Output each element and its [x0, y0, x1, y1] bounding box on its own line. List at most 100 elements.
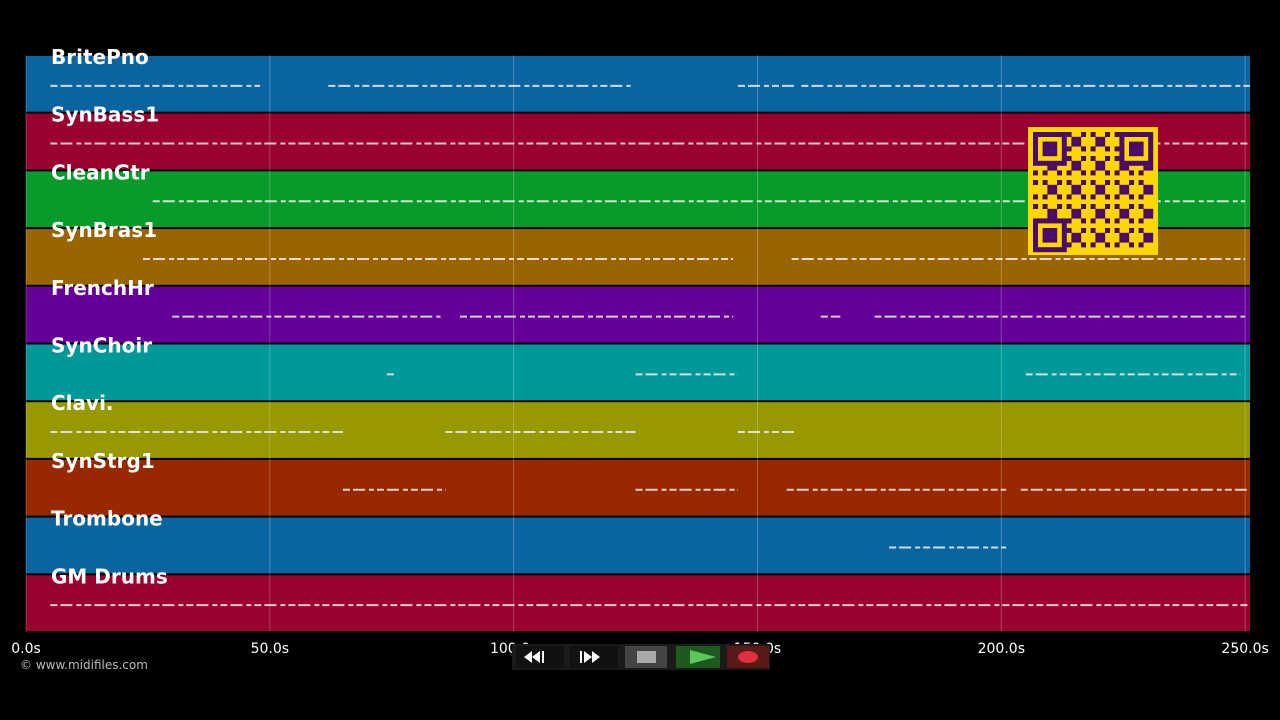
- qr-module: [1047, 218, 1053, 224]
- qr-module: [1119, 165, 1125, 171]
- qr-module: [1119, 141, 1125, 147]
- forward-icon: [580, 651, 600, 663]
- qr-module: [1119, 232, 1125, 238]
- qr-module: [1071, 160, 1077, 166]
- qr-module: [1129, 151, 1134, 157]
- qr-module: [1095, 189, 1101, 195]
- qr-module: [1129, 170, 1134, 176]
- qr-module: [1143, 160, 1149, 166]
- qr-module: [1138, 160, 1144, 166]
- forward-button[interactable]: [570, 646, 618, 668]
- qr-module: [1105, 180, 1110, 185]
- qr-module: [1042, 228, 1048, 233]
- qr-module: [1033, 151, 1038, 157]
- x-tick-label: 250.0s: [1221, 641, 1268, 657]
- qr-module: [1095, 208, 1101, 214]
- qr-module: [1105, 156, 1110, 161]
- qr-module: [1105, 228, 1110, 233]
- qr-module: [1033, 223, 1038, 229]
- qr-module: [1133, 141, 1139, 147]
- qr-module: [1076, 165, 1082, 171]
- qr-module: [1119, 208, 1125, 214]
- qr-module: [1119, 189, 1125, 195]
- track-name: FrenchHr: [51, 276, 154, 300]
- record-button[interactable]: [727, 646, 769, 668]
- qr-module: [1100, 184, 1106, 190]
- qr-module: [1114, 218, 1120, 224]
- qr-module: [1057, 160, 1062, 166]
- qr-module: [1042, 151, 1048, 157]
- qr-module: [1138, 204, 1144, 209]
- track-band: [26, 459, 1250, 516]
- qr-module: [1071, 165, 1077, 171]
- qr-module: [1037, 132, 1043, 137]
- qr-module: [1143, 237, 1149, 243]
- qr-module: [1148, 136, 1154, 142]
- qr-module: [1076, 160, 1082, 166]
- qr-module: [1033, 132, 1038, 137]
- qr-module: [1052, 218, 1058, 224]
- qr-module: [1052, 151, 1058, 157]
- qr-module: [1061, 218, 1067, 224]
- qr-module: [1100, 160, 1106, 166]
- qr-module: [1066, 146, 1072, 152]
- labels: BritePno SynBass1 CleanGtr SynBras1 FrenchHr…: [11, 45, 1269, 657]
- qr-module: [1148, 165, 1154, 171]
- qr-module: [1119, 151, 1125, 157]
- qr-module: [1042, 204, 1048, 209]
- qr-module: [1071, 213, 1077, 219]
- qr-module: [1033, 156, 1038, 161]
- qr-module: [1076, 184, 1082, 190]
- qr-module: [1081, 204, 1086, 209]
- qr-module: [1100, 165, 1106, 171]
- qr-module: [1081, 218, 1086, 224]
- qr-module: [1037, 160, 1043, 166]
- qr-module: [1061, 151, 1067, 157]
- qr-module: [1052, 213, 1058, 219]
- track-name: GM Drums: [51, 564, 168, 588]
- qr-module: [1090, 228, 1096, 233]
- qr-module: [1133, 132, 1139, 137]
- qr-module: [1047, 208, 1053, 214]
- qr-module: [1033, 218, 1038, 224]
- qr-module: [1129, 194, 1134, 200]
- qr-module: [1057, 218, 1062, 224]
- qr-module: [1047, 237, 1053, 243]
- qr-module: [1081, 242, 1086, 248]
- qr-module: [1033, 141, 1038, 147]
- qr-module: [1114, 180, 1120, 185]
- qr-module: [1061, 160, 1067, 166]
- qr-module: [1071, 232, 1077, 238]
- qr-module: [1047, 189, 1053, 195]
- qr-module: [1047, 165, 1053, 171]
- track-name: SynStrg1: [51, 449, 155, 473]
- qr-module: [1081, 146, 1086, 152]
- qr-module: [1061, 223, 1067, 229]
- qr-module: [1143, 213, 1149, 219]
- stop-button[interactable]: [625, 646, 667, 668]
- play-button[interactable]: [676, 646, 720, 668]
- qr-module: [1061, 242, 1067, 248]
- rewind-button[interactable]: [516, 646, 564, 668]
- qr-module: [1138, 141, 1144, 147]
- qr-module: [1057, 247, 1062, 253]
- qr-module: [1081, 180, 1086, 185]
- qr-module: [1124, 184, 1130, 190]
- qr-module: [1148, 232, 1154, 238]
- qr-module: [1148, 208, 1154, 214]
- qr-module: [1057, 204, 1062, 209]
- qr-module: [1076, 208, 1082, 214]
- qr-module: [1124, 237, 1130, 243]
- qr-module: [1105, 132, 1110, 137]
- qr-module: [1129, 228, 1134, 233]
- qr-module: [1138, 242, 1144, 248]
- qr-module: [1129, 218, 1134, 224]
- qr-module: [1138, 146, 1144, 152]
- qr-module: [1052, 146, 1058, 152]
- qr-module: [1033, 228, 1038, 233]
- qr-module: [1066, 204, 1072, 209]
- qr-module: [1047, 228, 1053, 233]
- qr-module: [1033, 136, 1038, 142]
- qr-module: [1138, 228, 1144, 233]
- qr-module: [1047, 232, 1053, 238]
